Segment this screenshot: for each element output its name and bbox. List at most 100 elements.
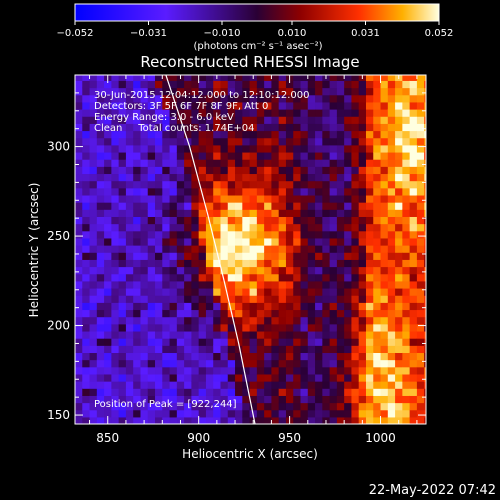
heatmap-cell	[227, 116, 236, 124]
heatmap-cell	[184, 381, 192, 389]
heatmap-cell	[155, 381, 163, 389]
heatmap-cell	[365, 323, 374, 332]
heatmap-cell	[336, 123, 345, 132]
heatmap-cell	[191, 266, 200, 275]
heatmap-cell	[424, 237, 426, 246]
heatmap-cell	[184, 144, 192, 153]
heatmap-cell	[264, 180, 273, 189]
heatmap-cell	[300, 352, 309, 361]
heatmap-cell	[387, 202, 396, 210]
heatmap-cell	[111, 209, 120, 217]
heatmap-cell	[133, 352, 142, 361]
heatmap-cell	[220, 137, 229, 146]
heatmap-cell	[235, 123, 243, 132]
heatmap-cell	[249, 395, 258, 404]
heatmap-cell	[205, 381, 214, 389]
heatmap-cell	[365, 202, 374, 210]
heatmap-cell	[307, 194, 316, 203]
heatmap-cell	[213, 330, 222, 339]
heatmap-cell	[402, 230, 411, 239]
heatmap-cell	[416, 180, 425, 189]
heatmap-cell	[256, 230, 265, 239]
heatmap-cell	[416, 302, 425, 311]
heatmap-cell	[278, 80, 287, 89]
heatmap-cell	[220, 216, 229, 225]
heatmap-cell	[300, 237, 309, 246]
heatmap-cell	[278, 309, 287, 318]
heatmap-cell	[198, 223, 207, 232]
heatmap-cell	[82, 366, 91, 375]
heatmap-cell	[307, 287, 316, 296]
heatmap-cell	[409, 166, 418, 175]
heatmap-cell	[140, 309, 149, 318]
heatmap-cell	[365, 338, 374, 346]
heatmap-cell	[140, 381, 149, 389]
heatmap-cell	[235, 280, 243, 289]
heatmap-cell	[147, 273, 156, 282]
heatmap-cell	[82, 295, 91, 303]
heatmap-cell	[264, 381, 273, 389]
heatmap-cell	[227, 373, 236, 382]
heatmap-cell	[82, 159, 91, 167]
heatmap-cell	[344, 352, 353, 361]
heatmap-cell	[344, 187, 353, 196]
heatmap-cell	[278, 395, 287, 404]
heatmap-cell	[409, 123, 418, 132]
heatmap-cell	[118, 366, 127, 375]
heatmap-cell	[111, 166, 120, 175]
heatmap-cell	[293, 359, 302, 368]
heatmap-cell	[300, 316, 309, 325]
heatmap-cell	[322, 273, 331, 282]
heatmap-cell	[133, 166, 142, 175]
heatmap-cell	[82, 180, 91, 189]
heatmap-cell	[256, 266, 265, 275]
heatmap-cell	[118, 359, 127, 368]
heatmap-cell	[380, 187, 389, 196]
heatmap-cell	[118, 187, 127, 196]
heatmap-cell	[198, 180, 207, 189]
heatmap-cell	[395, 109, 403, 117]
heatmap-cell	[380, 109, 389, 117]
heatmap-cell	[220, 187, 229, 196]
heatmap-cell	[220, 287, 229, 296]
heatmap-cell	[213, 287, 222, 296]
heatmap-cell	[424, 109, 426, 117]
heatmap-cell	[402, 180, 411, 189]
heatmap-cell	[169, 75, 178, 81]
heatmap-cell	[147, 345, 156, 354]
heatmap-cell	[416, 87, 425, 96]
heatmap-cell	[307, 345, 316, 354]
heatmap-cell	[395, 316, 403, 325]
heatmap-cell	[373, 381, 382, 389]
heatmap-cell	[307, 151, 316, 160]
heatmap-cell	[307, 359, 316, 368]
heatmap-cell	[373, 359, 382, 368]
heatmap-cell	[169, 151, 178, 160]
heatmap-cell	[184, 216, 192, 225]
heatmap-cell	[155, 409, 163, 418]
heatmap-cell	[125, 338, 134, 346]
heatmap-cell	[409, 409, 418, 418]
heatmap-cell	[278, 280, 287, 289]
heatmap-cell	[176, 402, 185, 411]
heatmap-cell	[96, 137, 105, 146]
heatmap-cell	[133, 381, 142, 389]
heatmap-cell	[213, 273, 222, 282]
heatmap-cell	[307, 245, 316, 253]
heatmap-cell	[380, 395, 389, 404]
heatmap-cell	[213, 316, 222, 325]
heatmap-cell	[89, 187, 98, 196]
heatmap-cell	[387, 266, 396, 275]
heatmap-cell	[147, 116, 156, 124]
heatmap-cell	[416, 373, 425, 382]
heatmap-cell	[264, 109, 273, 117]
heatmap-cell	[285, 230, 294, 239]
heatmap-cell	[125, 280, 134, 289]
heatmap-cell	[264, 252, 273, 260]
heatmap-cell	[336, 159, 345, 167]
heatmap-cell	[89, 101, 98, 110]
heatmap-cell	[322, 216, 331, 225]
heatmap-cell	[125, 409, 134, 418]
heatmap-cell	[322, 151, 331, 160]
heatmap-cell	[111, 316, 120, 325]
